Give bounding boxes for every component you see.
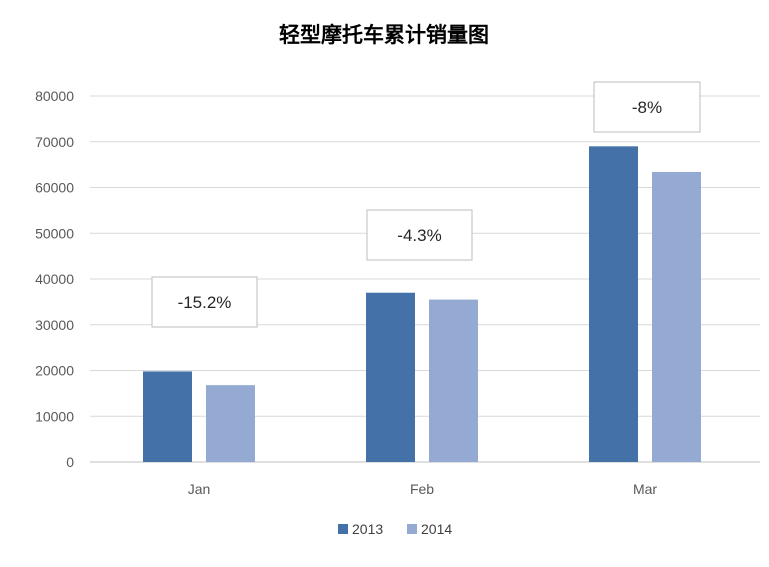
x-category-label: Jan bbox=[188, 481, 211, 497]
annotation-label: -15.2% bbox=[178, 293, 232, 312]
legend: 2013 2014 bbox=[338, 521, 452, 537]
y-tick-label: 20000 bbox=[35, 363, 74, 379]
legend-swatch-2014 bbox=[407, 524, 417, 534]
x-axis-categories: Jan Feb Mar bbox=[188, 481, 658, 497]
y-axis-ticks: 0 10000 20000 30000 40000 50000 60000 70000 8000… bbox=[35, 88, 74, 470]
annotation-box bbox=[366, 209, 473, 261]
y-tick-label: 0 bbox=[66, 454, 74, 470]
bar-2014-jan bbox=[206, 385, 255, 462]
x-category-label: Feb bbox=[410, 481, 434, 497]
y-tick-label: 70000 bbox=[35, 134, 74, 150]
annotation-box bbox=[151, 276, 258, 328]
bar-2013-jan bbox=[143, 371, 192, 462]
chart-title: 轻型摩托车累计销量图 bbox=[279, 22, 489, 47]
legend-swatch-2013 bbox=[338, 524, 348, 534]
y-tick-label: 10000 bbox=[35, 408, 74, 424]
annotations: -15.2% -4.3% -8% bbox=[151, 81, 701, 328]
bar-2013-mar bbox=[589, 146, 638, 462]
annotation-label: -4.3% bbox=[397, 226, 441, 245]
legend-label: 2013 bbox=[352, 521, 383, 537]
annotation-box bbox=[593, 81, 701, 133]
bar-2014-mar bbox=[652, 171, 701, 462]
annotation-label: -8% bbox=[632, 98, 662, 117]
y-tick-label: 80000 bbox=[35, 88, 74, 104]
bar-2014-feb bbox=[429, 299, 478, 462]
bar-2013-feb bbox=[366, 292, 415, 462]
x-category-label: Mar bbox=[633, 481, 657, 497]
y-tick-label: 50000 bbox=[35, 225, 74, 241]
y-tick-label: 40000 bbox=[35, 271, 74, 287]
y-tick-label: 60000 bbox=[35, 180, 74, 196]
legend-label: 2014 bbox=[421, 521, 452, 537]
bars bbox=[143, 146, 701, 462]
y-tick-label: 30000 bbox=[35, 317, 74, 333]
